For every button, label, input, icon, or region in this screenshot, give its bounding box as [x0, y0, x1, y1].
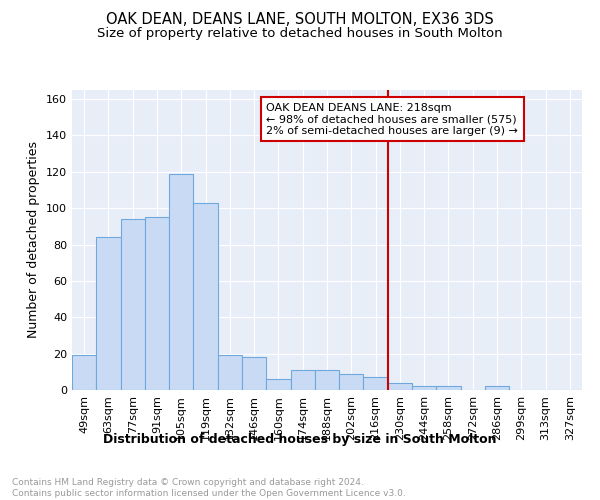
Bar	[193, 202, 218, 390]
Bar	[315, 370, 339, 390]
Text: Size of property relative to detached houses in South Molton: Size of property relative to detached ho…	[97, 28, 503, 40]
Bar	[242, 358, 266, 390]
Text: OAK DEAN, DEANS LANE, SOUTH MOLTON, EX36 3DS: OAK DEAN, DEANS LANE, SOUTH MOLTON, EX36…	[106, 12, 494, 28]
Bar	[169, 174, 193, 390]
Bar	[218, 356, 242, 390]
Text: OAK DEAN DEANS LANE: 218sqm
← 98% of detached houses are smaller (575)
2% of sem: OAK DEAN DEANS LANE: 218sqm ← 98% of det…	[266, 102, 518, 136]
Bar	[290, 370, 315, 390]
Bar	[364, 378, 388, 390]
Bar	[485, 386, 509, 390]
Bar	[145, 218, 169, 390]
Bar	[96, 238, 121, 390]
Bar	[121, 219, 145, 390]
Bar	[339, 374, 364, 390]
Bar	[388, 382, 412, 390]
Bar	[412, 386, 436, 390]
Text: Distribution of detached houses by size in South Molton: Distribution of detached houses by size …	[103, 432, 497, 446]
Y-axis label: Number of detached properties: Number of detached properties	[28, 142, 40, 338]
Bar	[266, 379, 290, 390]
Text: Contains HM Land Registry data © Crown copyright and database right 2024.
Contai: Contains HM Land Registry data © Crown c…	[12, 478, 406, 498]
Bar	[436, 386, 461, 390]
Bar	[72, 356, 96, 390]
